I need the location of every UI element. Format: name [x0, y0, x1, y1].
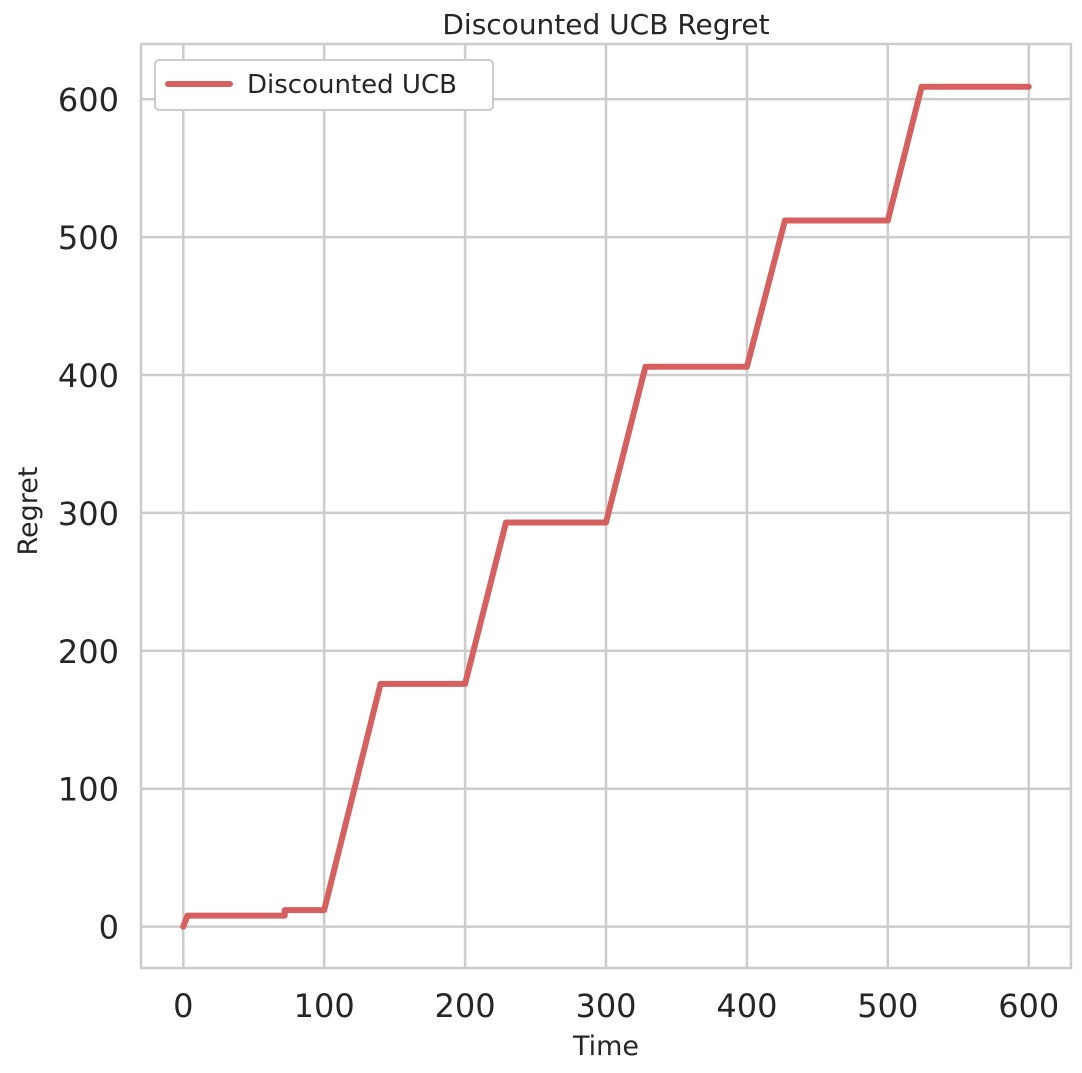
- x-tick-label: 400: [716, 987, 777, 1025]
- y-tick-label: 100: [58, 771, 119, 809]
- series-line-discounted-ucb: [180, 83, 1032, 930]
- x-axis-label: Time: [572, 1031, 639, 1062]
- x-tick-label: 100: [294, 987, 355, 1025]
- y-tick-label: 500: [58, 219, 119, 257]
- x-tick-label: 300: [575, 987, 636, 1025]
- legend-box: [154, 59, 494, 111]
- legend-label: Discounted UCB: [247, 70, 457, 100]
- x-tick-label: 500: [857, 987, 918, 1025]
- y-tick-label: 600: [58, 81, 119, 119]
- series-group: [180, 83, 1032, 930]
- y-tick-label: 400: [58, 357, 119, 395]
- x-tick-label: 0: [173, 987, 193, 1025]
- y-tick-label: 300: [58, 495, 119, 533]
- tick-labels: 0 100 200 300 400 500 600 0 100 200 300 400 500 600: [58, 81, 1059, 1025]
- y-tick-label: 0: [99, 909, 119, 947]
- plot-frame: [139, 42, 1073, 970]
- y-axis-label: Regret: [13, 466, 44, 555]
- x-tick-label: 200: [435, 987, 496, 1025]
- x-tick-label: 600: [998, 987, 1059, 1025]
- y-tick-label: 200: [58, 633, 119, 671]
- legend: Discounted UCB: [154, 59, 494, 111]
- chart-title: Discounted UCB Regret: [442, 8, 769, 41]
